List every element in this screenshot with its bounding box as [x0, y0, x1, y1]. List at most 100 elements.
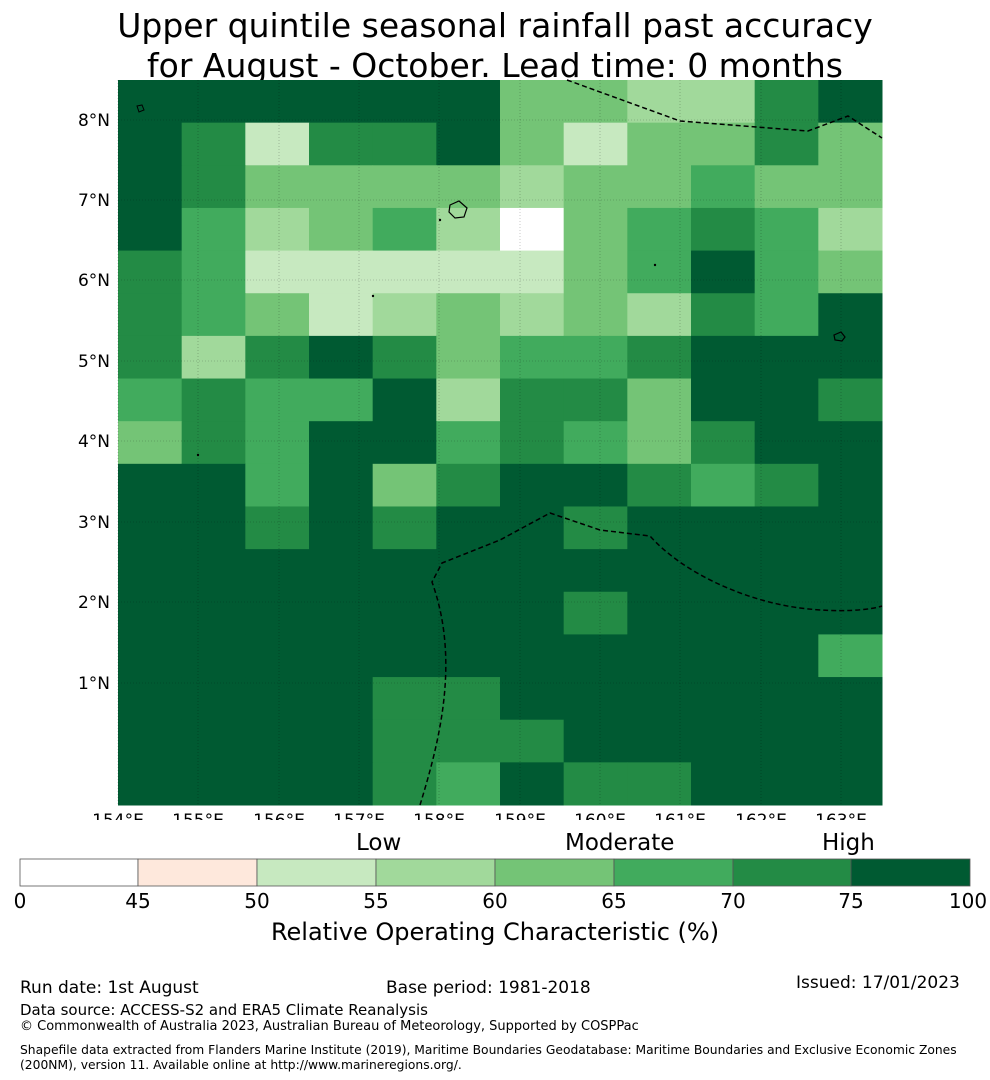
eez-boundary-south	[419, 512, 883, 806]
grid-cell	[500, 335, 565, 380]
grid-cell	[627, 463, 692, 507]
grid-cell	[691, 122, 756, 166]
grid-cell	[818, 719, 883, 763]
grid-cell	[181, 506, 246, 550]
grid-cell	[754, 250, 819, 294]
grid-cell	[372, 719, 437, 763]
grid-cell	[754, 463, 819, 507]
grid-cell	[691, 250, 756, 294]
grid-cell	[181, 207, 246, 252]
grid-cell	[181, 463, 246, 507]
grid-cell	[181, 677, 246, 721]
grid-cell	[500, 80, 565, 124]
data-source: Data source: ACCESS-S2 and ERA5 Climate …	[20, 1001, 428, 1019]
grid-cell	[754, 634, 819, 678]
grid-cell	[118, 677, 183, 721]
grid-cell	[627, 335, 692, 380]
level-moderate-label: Moderate	[565, 830, 675, 856]
grid-cell	[181, 250, 246, 294]
grid-cell	[181, 378, 246, 422]
grid-cell	[309, 549, 374, 593]
grid-cell	[500, 378, 565, 422]
grid-cell	[436, 293, 501, 337]
grid-cell	[627, 549, 692, 593]
grid-cell	[500, 250, 565, 294]
grid-cell	[309, 335, 374, 380]
grid-cell	[691, 80, 756, 124]
grid-cell	[245, 463, 310, 507]
grid-cell	[372, 634, 437, 678]
grid-cell	[436, 335, 501, 380]
colorbar-swatch	[494, 858, 615, 887]
grid-cell	[627, 762, 692, 806]
issued-date: Issued: 17/01/2023	[796, 973, 960, 993]
shapefile-credit-line-2: (200NM), version 11. Available online at…	[20, 1058, 462, 1072]
grid-cell	[309, 591, 374, 635]
grid-cell	[563, 463, 628, 507]
grid-cell	[181, 122, 246, 166]
grid-cell	[818, 122, 883, 166]
grid-cell	[818, 506, 883, 550]
grid-cell	[691, 293, 756, 337]
grid-cell	[118, 719, 183, 763]
grid-cell	[563, 250, 628, 294]
grid-cell	[691, 335, 756, 380]
grid-cell	[118, 250, 183, 294]
level-high-label: High	[822, 830, 875, 856]
grid-cell	[181, 335, 246, 380]
island-kosrae	[833, 331, 846, 342]
grid-cell	[563, 591, 628, 635]
lat-tick-label: 8°N	[78, 111, 110, 131]
grid-cell	[500, 463, 565, 507]
grid-cell	[818, 293, 883, 337]
grid-cell	[436, 677, 501, 721]
grid-cell	[436, 80, 501, 124]
grid-cell	[818, 378, 883, 422]
grid-cell	[372, 549, 437, 593]
grid-cell	[118, 378, 183, 422]
lon-tick-label: 163°E	[815, 811, 867, 820]
grid-cell	[500, 549, 565, 593]
grid-cell	[309, 506, 374, 550]
grid-cell	[245, 421, 310, 465]
grid-cell	[309, 122, 374, 166]
cbar-tick-45: 45	[125, 889, 151, 913]
grid-cell	[372, 677, 437, 721]
grid-cell	[309, 634, 374, 678]
grid-cell	[563, 378, 628, 422]
grid-cell	[245, 762, 310, 806]
lon-tick-label: 155°E	[172, 811, 224, 820]
island-dot-2	[653, 263, 657, 267]
grid-cell	[118, 506, 183, 550]
grid-cell	[691, 207, 756, 252]
grid-cell	[754, 421, 819, 465]
grid-cell	[754, 335, 819, 380]
lat-tick-label: 5°N	[78, 352, 110, 372]
cbar-tick-55: 55	[363, 889, 389, 913]
lon-tick-label: 154°E	[92, 811, 144, 820]
grid-cell	[436, 165, 501, 209]
colorbar-swatch	[256, 858, 377, 887]
lat-tick-label: 1°N	[78, 674, 110, 694]
grid-cell	[818, 80, 883, 124]
grid-cell	[309, 165, 374, 209]
grid-cell	[818, 207, 883, 252]
grid-cell	[563, 677, 628, 721]
grid-cell	[436, 762, 501, 806]
grid-cell	[818, 591, 883, 635]
cbar-tick-65: 65	[601, 889, 627, 913]
grid-cell	[627, 421, 692, 465]
grid-cell	[691, 762, 756, 806]
grid-cell	[245, 591, 310, 635]
copyright: © Commonwealth of Australia 2023, Austra…	[20, 1019, 639, 1034]
grid-cell	[627, 591, 692, 635]
colorbar	[19, 858, 971, 887]
grid-cell	[372, 80, 437, 124]
grid-cell	[372, 421, 437, 465]
colorbar-swatches	[19, 858, 971, 887]
grid-cell	[118, 122, 183, 166]
grid-cell	[691, 634, 756, 678]
colorbar-axis-label: Relative Operating Characteristic (%)	[270, 918, 720, 946]
grid-cell	[754, 677, 819, 721]
grid-cell	[818, 463, 883, 507]
